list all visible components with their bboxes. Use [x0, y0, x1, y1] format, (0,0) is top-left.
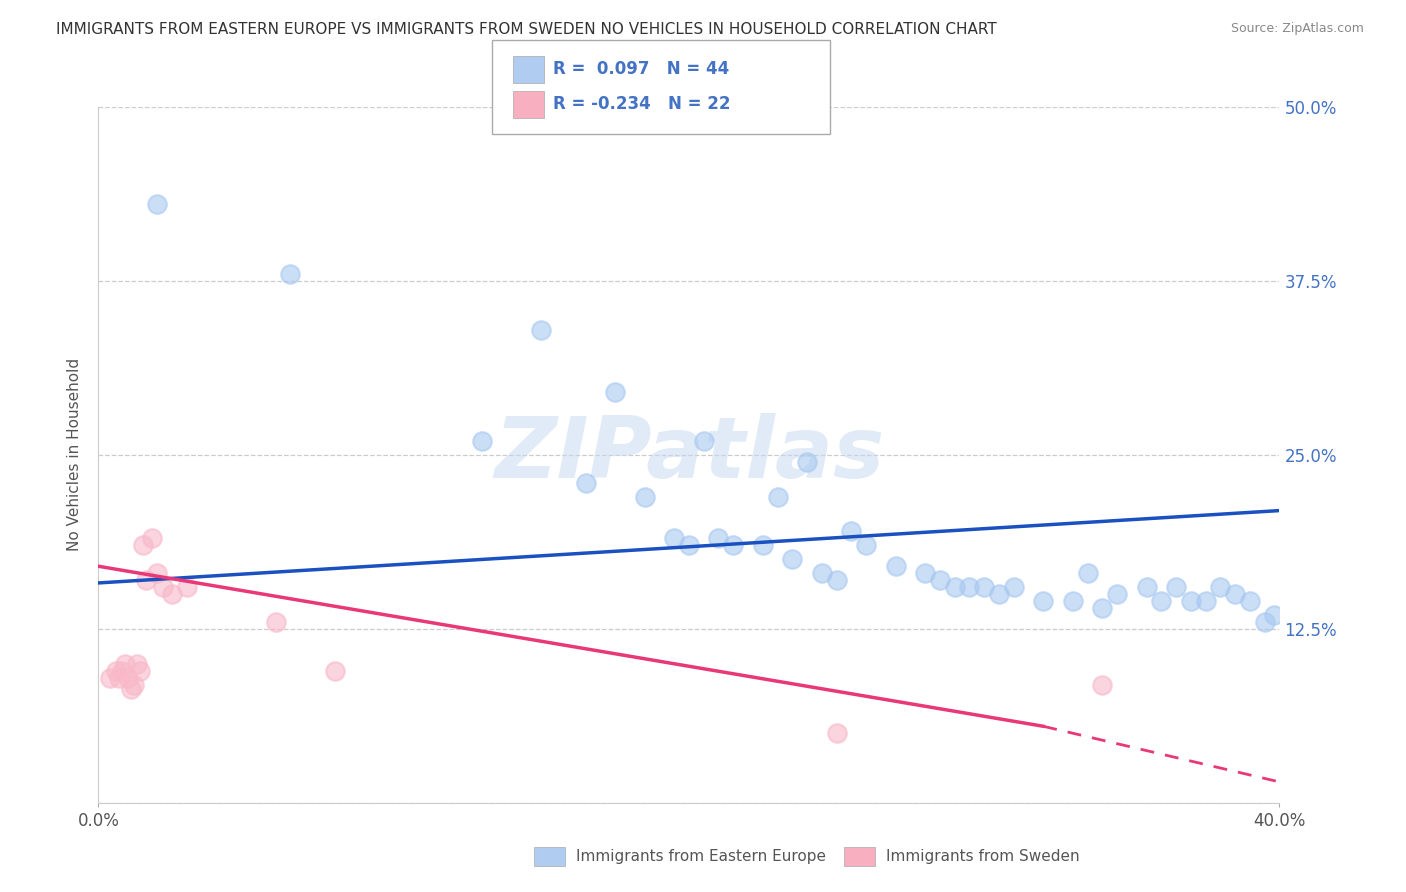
Text: ZIPatlas: ZIPatlas	[494, 413, 884, 497]
Point	[146, 566, 169, 581]
Point	[1062, 594, 1084, 608]
Point	[796, 455, 818, 469]
Point	[1180, 594, 1202, 608]
Point	[693, 434, 716, 448]
Point	[1135, 580, 1157, 594]
Point	[928, 573, 950, 587]
Point	[1239, 594, 1261, 608]
Point	[117, 671, 139, 685]
Point	[973, 580, 995, 594]
Point	[105, 664, 128, 678]
Text: R = -0.234   N = 22: R = -0.234 N = 22	[553, 95, 730, 112]
Text: IMMIGRANTS FROM EASTERN EUROPE VS IMMIGRANTS FROM SWEDEN NO VEHICLES IN HOUSEHOL: IMMIGRANTS FROM EASTERN EUROPE VS IMMIGR…	[56, 22, 997, 37]
Point	[825, 726, 848, 740]
Text: Immigrants from Eastern Europe: Immigrants from Eastern Europe	[576, 849, 827, 863]
Point	[605, 385, 627, 400]
Point	[264, 615, 287, 629]
Point	[146, 197, 169, 211]
Point	[1195, 594, 1218, 608]
Point	[810, 566, 832, 581]
Point	[122, 677, 145, 691]
Point	[987, 587, 1010, 601]
Text: R =  0.097   N = 44: R = 0.097 N = 44	[553, 60, 728, 78]
Point	[1223, 587, 1246, 601]
Point	[1254, 615, 1277, 629]
Point	[1164, 580, 1187, 594]
Point	[1105, 587, 1128, 601]
Point	[664, 532, 686, 546]
Point	[114, 657, 136, 671]
Point	[135, 573, 157, 587]
Y-axis label: No Vehicles in Household: No Vehicles in Household	[67, 359, 83, 551]
Point	[782, 552, 804, 566]
Point	[323, 664, 346, 678]
Point	[120, 681, 142, 696]
Point	[162, 587, 183, 601]
Point	[1209, 580, 1232, 594]
Point	[943, 580, 966, 594]
Point	[1091, 601, 1114, 615]
Point	[98, 671, 121, 685]
Point	[1077, 566, 1099, 581]
Point	[723, 538, 745, 552]
Point	[1263, 607, 1285, 622]
Point	[278, 267, 302, 281]
Point	[176, 580, 198, 594]
Point	[959, 580, 981, 594]
Point	[1327, 740, 1350, 755]
Point	[766, 490, 789, 504]
Point	[574, 475, 596, 490]
Point	[111, 664, 134, 678]
Point	[678, 538, 700, 552]
Point	[108, 671, 131, 685]
Point	[1032, 594, 1054, 608]
Point	[825, 573, 848, 587]
Point	[1150, 594, 1173, 608]
Text: Source: ZipAtlas.com: Source: ZipAtlas.com	[1230, 22, 1364, 36]
Point	[1002, 580, 1025, 594]
Point	[141, 532, 163, 546]
Point	[855, 538, 877, 552]
Point	[152, 580, 174, 594]
Point	[132, 538, 155, 552]
Point	[128, 664, 150, 678]
Point	[841, 524, 863, 539]
Text: Immigrants from Sweden: Immigrants from Sweden	[886, 849, 1080, 863]
Point	[125, 657, 148, 671]
Point	[914, 566, 936, 581]
Point	[530, 323, 553, 337]
Point	[633, 490, 655, 504]
Point	[707, 532, 730, 546]
Point	[751, 538, 773, 552]
Point	[884, 559, 907, 574]
Point	[471, 434, 494, 448]
Point	[1091, 677, 1114, 691]
